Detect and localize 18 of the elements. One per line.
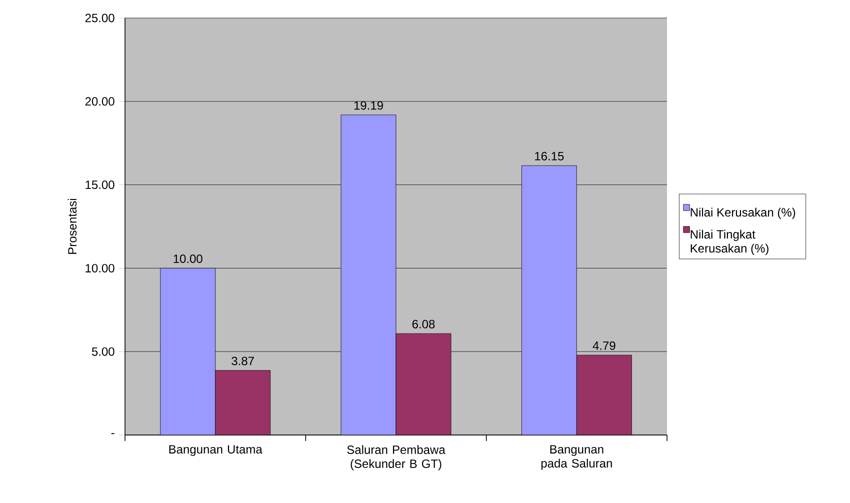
data-label: 4.79 <box>592 341 616 350</box>
x-tick-label: Saluran Pembawa (Sekunder B GT) <box>347 445 446 470</box>
y-axis-title: Prosentasi <box>68 198 77 254</box>
x-tick-label: Bangunan pada Saluran <box>541 445 612 470</box>
y-tick-label: 25.00 <box>85 14 114 22</box>
y-tick-label: 5.00 <box>92 347 114 356</box>
x-tick-label: Bangunan Utama <box>169 445 262 456</box>
data-label: 19.19 <box>354 101 383 110</box>
y-tick-label: 15.00 <box>86 180 114 190</box>
legend-label: Nilai Tingkat Kerusakan (%) <box>690 230 768 255</box>
data-label: 6.08 <box>412 320 435 328</box>
data-label: 3.87 <box>232 356 254 366</box>
y-tick-label: 10.00 <box>86 264 114 272</box>
data-label: 16.15 <box>535 152 564 160</box>
y-tick-label: - <box>111 433 114 434</box>
data-label: 10.00 <box>174 254 202 263</box>
y-tick-label: 20.00 <box>85 97 114 106</box>
legend-label: Nilai Kerusakan (%) <box>690 208 796 219</box>
